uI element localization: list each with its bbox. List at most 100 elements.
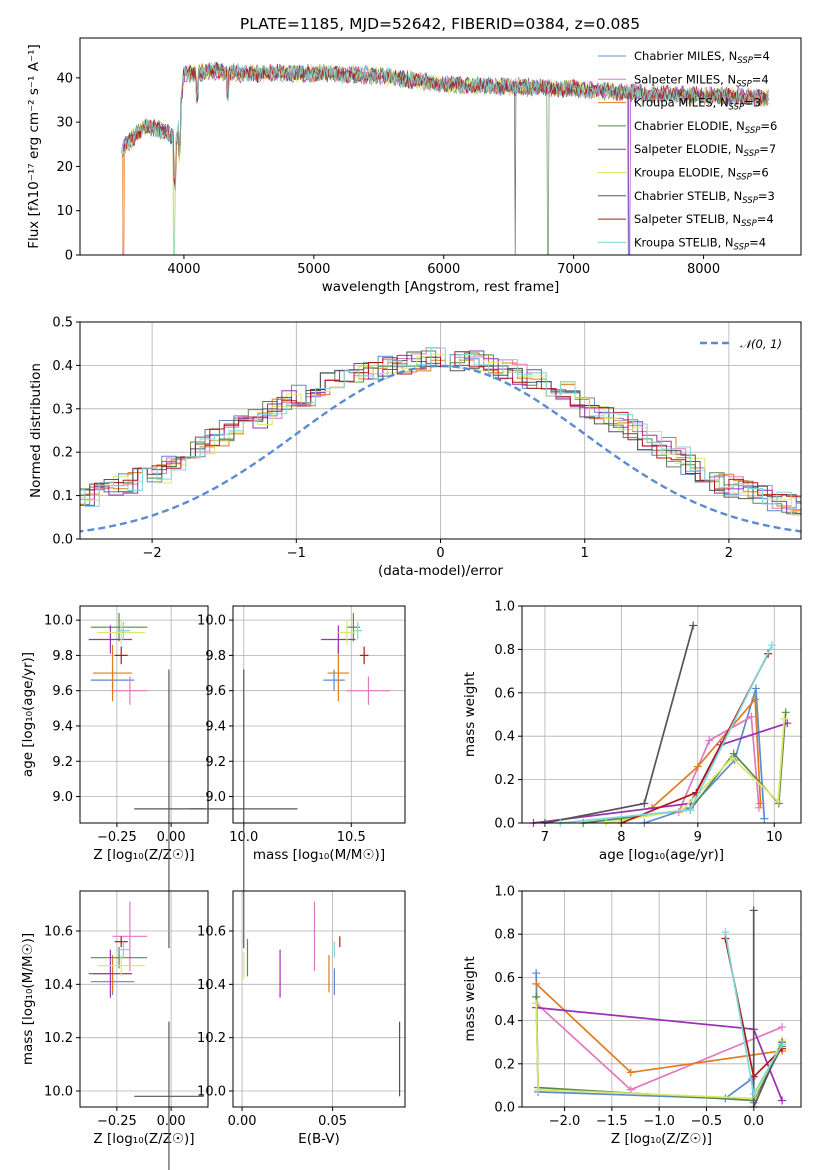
data-point: [778, 1023, 787, 1032]
x-tick-label: −0.25: [97, 1114, 137, 1129]
residuals-axes: [76, 321, 801, 543]
y-tick-label: 0.8: [494, 643, 515, 658]
mass-age-points: [190, 613, 390, 949]
spectrum-series-group: [121, 61, 769, 255]
y-tick-label: 1.0: [494, 885, 515, 900]
data-point: [780, 714, 789, 723]
y-tick-label: 0.2: [494, 773, 515, 788]
x-tick-label: 0.00: [157, 1114, 186, 1129]
legend-entry: Chabrier ELODIE, NSSP=6: [634, 119, 777, 136]
data-point: [774, 797, 783, 806]
x-axis-label: wavelength [Angstrom, rest frame]: [322, 279, 560, 295]
series-line: [752, 910, 783, 1108]
y-tick-label: 10.4: [197, 978, 226, 993]
x-tick-label: −1.0: [643, 1114, 675, 1129]
x-tick-label: −0.5: [691, 1114, 723, 1129]
x-axis-label: E(B-V): [298, 1131, 340, 1147]
mass-age-axes: [229, 606, 405, 827]
x-tick-label: −0.25: [97, 830, 137, 845]
data-point: [729, 749, 738, 758]
residual-histogram: [80, 354, 801, 512]
residual-histogram: [80, 351, 801, 503]
x-tick-label: 9: [694, 830, 702, 845]
y-tick-label: 0.0: [494, 1101, 515, 1116]
y-tick-label: 1.0: [494, 600, 515, 615]
z-weight-series: [532, 906, 787, 1111]
data-point: [747, 712, 756, 721]
axes-frame: [521, 890, 802, 1108]
y-tick-label: 9.2: [52, 755, 73, 770]
x-tick-label: 0.00: [157, 830, 186, 845]
x-tick-label: 6000: [427, 262, 460, 277]
data-point: [686, 805, 695, 814]
axes-frame: [79, 605, 209, 824]
legend-entry: Salpeter ELODIE, NSSP=7: [634, 142, 776, 159]
data-point: [532, 999, 541, 1008]
axes-frame: [79, 321, 802, 540]
data-point: [532, 969, 541, 978]
y-tick-label: 0.4: [494, 730, 515, 745]
x-tick-label: 0.05: [318, 1114, 347, 1129]
y-tick-label: 0.0: [494, 817, 515, 832]
x-tick-label: 8000: [687, 262, 720, 277]
series-line: [544, 625, 695, 824]
y-tick-label: 20: [56, 160, 73, 175]
axes-frame: [232, 605, 406, 824]
x-tick-label: −1.5: [596, 1114, 628, 1129]
y-tick-label: 9.8: [205, 649, 226, 664]
data-point: [767, 641, 776, 650]
y-tick-label: 10.2: [44, 1031, 73, 1046]
legend-entry: 𝒩(0, 1): [740, 337, 782, 351]
axes-frame: [79, 890, 209, 1108]
y-tick-label: 10.0: [197, 614, 226, 629]
data-point: [532, 979, 541, 988]
y-tick-label: 9.4: [205, 719, 226, 734]
data-point: [640, 799, 649, 808]
y-tick-label: 0.8: [494, 928, 515, 943]
z-age-points: [88, 613, 204, 949]
x-tick-label: 5000: [297, 262, 330, 277]
x-tick-label: −2.0: [549, 1114, 581, 1129]
y-tick-label: 9.6: [205, 684, 226, 699]
residual-histogram: [80, 350, 801, 514]
x-axis-label: Z [log₁₀(Z/Z☉)]: [93, 1131, 194, 1147]
axes-frame: [79, 37, 802, 256]
y-tick-label: 10.2: [197, 1031, 226, 1046]
y-tick-label: 10.0: [44, 614, 73, 629]
y-tick-label: 9.8: [52, 649, 73, 664]
y-tick-label: 30: [56, 116, 73, 131]
y-tick-label: 40: [56, 71, 73, 86]
data-point: [778, 1096, 787, 1105]
y-axis-label: mass weight: [462, 672, 478, 757]
x-tick-label: 0: [436, 546, 444, 561]
ebv-mass-axes: [229, 891, 405, 1111]
legend-entry: Chabrier MILES, NSSP=4: [634, 49, 770, 66]
spectrum-line: [123, 63, 769, 255]
spectrum-line: [122, 63, 769, 255]
data-point: [721, 928, 730, 937]
x-tick-label: 0.0: [743, 1114, 764, 1129]
y-tick-label: 0.2: [52, 446, 73, 461]
x-axis-label: age [log₁₀(age/yr)]: [599, 847, 724, 863]
age-weight-series: [529, 621, 792, 827]
data-point: [756, 799, 765, 808]
y-tick-label: 0.5: [52, 316, 73, 331]
y-tick-label: 10.0: [197, 1085, 226, 1100]
data-point: [705, 736, 714, 745]
data-point: [728, 753, 737, 762]
axes-frame: [232, 890, 406, 1108]
z-mass-axes: [76, 891, 208, 1111]
y-tick-label: 0.6: [494, 971, 515, 986]
x-tick-label: 2: [725, 546, 733, 561]
x-tick-label: 10.5: [337, 830, 366, 845]
series-line: [560, 644, 773, 824]
data-point: [749, 1090, 758, 1099]
y-tick-label: 9.2: [205, 755, 226, 770]
axes-frame: [521, 605, 802, 824]
residual-histogram: [80, 347, 801, 507]
y-tick-label: 10.6: [197, 925, 226, 940]
x-tick-label: −2: [143, 546, 162, 561]
y-tick-label: 10.0: [44, 1085, 73, 1100]
data-point: [781, 708, 790, 717]
y-tick-label: 0.1: [52, 489, 73, 504]
